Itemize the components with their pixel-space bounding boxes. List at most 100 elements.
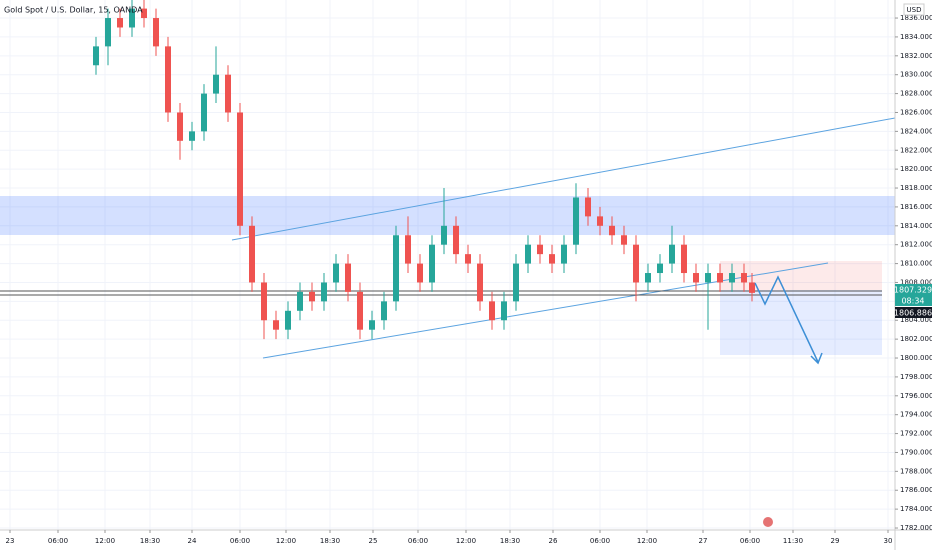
x-tick-label: 12:00 <box>456 537 476 545</box>
candle-body <box>585 197 591 217</box>
y-tick-label: 1794.000 <box>900 411 932 419</box>
y-tick-label: 1832.000 <box>900 52 932 60</box>
y-tick-label: 1790.000 <box>900 448 932 456</box>
candle-body <box>321 282 327 302</box>
y-tick-label: 1804.000 <box>900 316 932 324</box>
candle-body <box>225 74 231 113</box>
candle-body <box>525 244 531 264</box>
candle-body <box>345 263 351 292</box>
candle-body <box>381 301 387 321</box>
candle-body <box>453 225 459 255</box>
candle-body <box>669 244 675 264</box>
trend-line <box>231 117 896 241</box>
candle-body <box>249 225 255 283</box>
x-tick-label: 11:30 <box>783 537 803 545</box>
candle-body <box>237 112 243 226</box>
candle-body <box>297 291 303 311</box>
y-tick-label: 1824.000 <box>900 127 932 135</box>
candle-body <box>609 225 615 236</box>
y-tick-label: 1810.000 <box>900 260 932 268</box>
candle-body <box>633 244 639 283</box>
countdown: 08:34 <box>901 297 924 306</box>
candle-body <box>717 273 723 283</box>
y-tick-label: 1816.000 <box>900 203 932 211</box>
candle-body <box>573 197 579 245</box>
countdown-tag <box>895 295 932 306</box>
y-tick-label: 1826.000 <box>900 108 932 116</box>
candles <box>93 0 755 340</box>
candle-body <box>489 301 495 321</box>
candle-body <box>405 235 411 264</box>
x-tick-label: 26 <box>549 537 558 545</box>
x-tick-label: 12:00 <box>276 537 296 545</box>
y-tick-label: 1812.000 <box>900 241 932 249</box>
y-tick-label: 1830.000 <box>900 71 932 79</box>
x-tick-label: 06:00 <box>740 537 760 545</box>
candle-body <box>93 46 99 66</box>
bid-tag <box>895 307 932 318</box>
x-tick-label: 27 <box>699 537 708 545</box>
candle-body <box>645 273 651 283</box>
candle-body <box>213 74 219 94</box>
y-tick-label: 1820.000 <box>900 165 932 173</box>
candle-body <box>549 254 555 264</box>
currency: USD <box>907 6 922 14</box>
y-tick-label: 1792.000 <box>900 430 932 438</box>
x-tick-label: 18:30 <box>320 537 340 545</box>
y-tick-label: 1796.000 <box>900 392 932 400</box>
candle-body <box>129 8 135 28</box>
x-tick-label: 25 <box>369 537 378 545</box>
x-tick-label: 12:00 <box>95 537 115 545</box>
candle-body <box>393 235 399 302</box>
x-tick-label: 06:00 <box>590 537 610 545</box>
y-tick-label: 1782.000 <box>900 524 932 532</box>
x-tick-label: 06:00 <box>230 537 250 545</box>
candle-body <box>153 18 159 47</box>
candle-body <box>273 320 279 330</box>
y-tick-label: 1828.000 <box>900 90 932 98</box>
candle-body <box>749 282 755 293</box>
candle-body <box>561 244 567 264</box>
x-tick-label: 29 <box>831 537 840 545</box>
candle-body <box>537 244 543 255</box>
candle-body <box>513 263 519 302</box>
zone <box>0 196 895 235</box>
x-tick-label: 06:00 <box>48 537 68 545</box>
y-tick-label: 1784.000 <box>900 505 932 513</box>
candle-body <box>729 273 735 283</box>
candle-body <box>465 254 471 264</box>
candle-body <box>333 263 339 283</box>
candle-body <box>741 273 747 283</box>
x-tick-label: 30 <box>884 537 893 545</box>
candle-body <box>477 263 483 302</box>
logo <box>763 517 773 527</box>
target-zone <box>720 290 882 355</box>
projection <box>754 275 819 363</box>
arrow-head <box>810 352 823 365</box>
y-tick-label: 1808.000 <box>900 278 932 286</box>
candle-body <box>429 244 435 283</box>
y-tick-label: 1834.000 <box>900 33 932 41</box>
candle-body <box>189 131 195 141</box>
y-tick-label: 1818.000 <box>900 184 932 192</box>
candle-body <box>177 112 183 141</box>
candle-body <box>441 225 447 245</box>
y-tick-label: 1814.000 <box>900 222 932 230</box>
y-tick-label: 1788.000 <box>900 467 932 475</box>
x-tick-label: 12:00 <box>637 537 657 545</box>
y-tick-label: 1798.000 <box>900 373 932 381</box>
x-tick-label: 06:00 <box>408 537 428 545</box>
candle-body <box>261 282 267 321</box>
candle-body <box>369 320 375 330</box>
candle-body <box>285 310 291 330</box>
candle-body <box>681 244 687 274</box>
candle-body <box>141 8 147 19</box>
bid-price: 1806.886 <box>894 309 932 318</box>
candle-body <box>201 93 207 132</box>
candle-body <box>105 18 111 47</box>
x-tick-label: 24 <box>188 537 197 545</box>
y-tick-label: 1836.000 <box>900 14 932 22</box>
candle-body <box>705 273 711 283</box>
